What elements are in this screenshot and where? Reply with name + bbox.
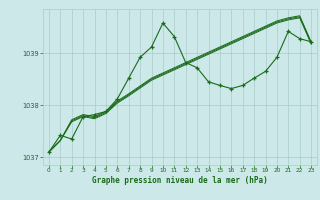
X-axis label: Graphe pression niveau de la mer (hPa): Graphe pression niveau de la mer (hPa): [92, 176, 268, 185]
